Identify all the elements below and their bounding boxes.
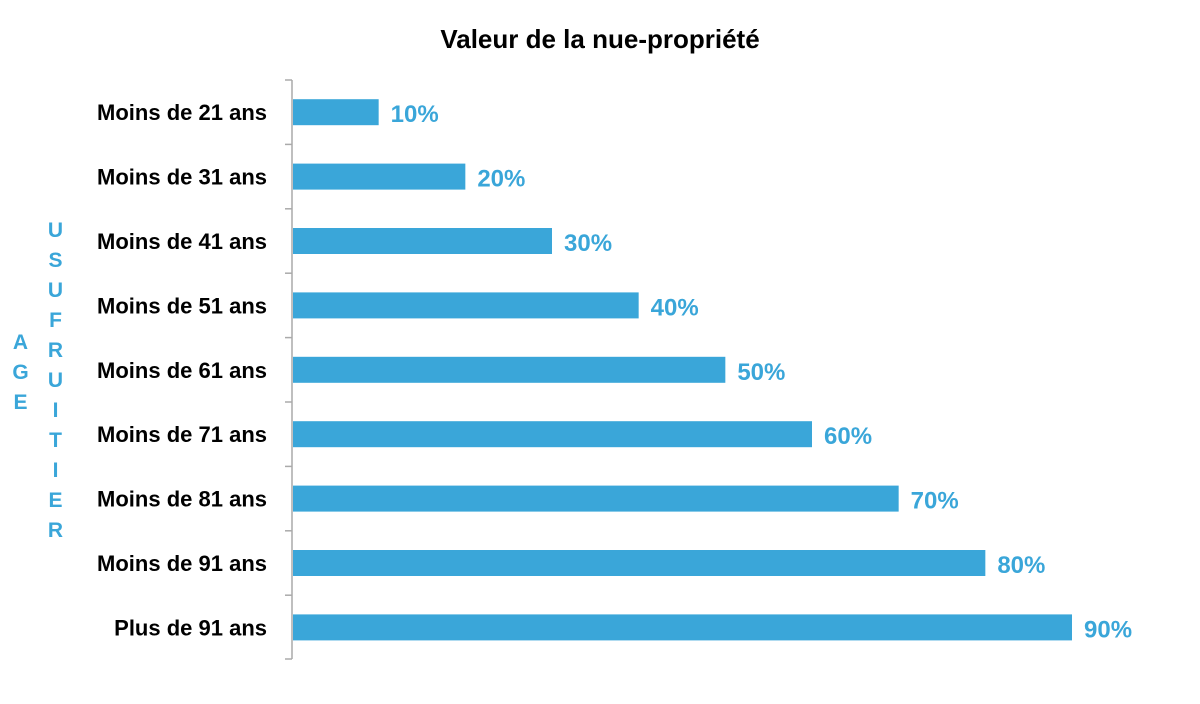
ylabel-age: AGE bbox=[9, 331, 32, 421]
value-label: 80% bbox=[997, 552, 1045, 579]
bar bbox=[293, 550, 986, 576]
category-label: Moins de 41 ans bbox=[97, 229, 267, 254]
chart-title: Valeur de la nue-propriété bbox=[440, 24, 759, 54]
value-label: 40% bbox=[651, 294, 699, 321]
category-label: Moins de 51 ans bbox=[97, 293, 267, 318]
category-label: Moins de 71 ans bbox=[97, 422, 267, 447]
value-label: 50% bbox=[737, 359, 785, 386]
bar bbox=[293, 356, 726, 383]
category-label: Moins de 61 ans bbox=[97, 358, 267, 383]
bar bbox=[293, 228, 552, 254]
value-label: 60% bbox=[824, 423, 872, 450]
value-label: 90% bbox=[1084, 616, 1132, 643]
value-label: 10% bbox=[391, 101, 439, 128]
category-label: Moins de 31 ans bbox=[97, 165, 267, 190]
ylabel-usufruitier: USUFRUITIER bbox=[44, 219, 67, 549]
bar bbox=[293, 163, 466, 190]
value-label: 20% bbox=[477, 166, 525, 193]
category-label: Moins de 91 ans bbox=[97, 551, 267, 576]
bar bbox=[293, 421, 812, 448]
bar bbox=[293, 99, 379, 126]
category-label: Moins de 21 ans bbox=[97, 100, 267, 125]
bar bbox=[293, 614, 1072, 641]
bar bbox=[293, 292, 639, 319]
category-label: Moins de 81 ans bbox=[97, 487, 267, 512]
bar bbox=[293, 485, 899, 512]
value-label: 30% bbox=[564, 230, 612, 257]
category-label: Plus de 91 ans bbox=[114, 615, 267, 640]
value-label: 70% bbox=[911, 488, 959, 515]
